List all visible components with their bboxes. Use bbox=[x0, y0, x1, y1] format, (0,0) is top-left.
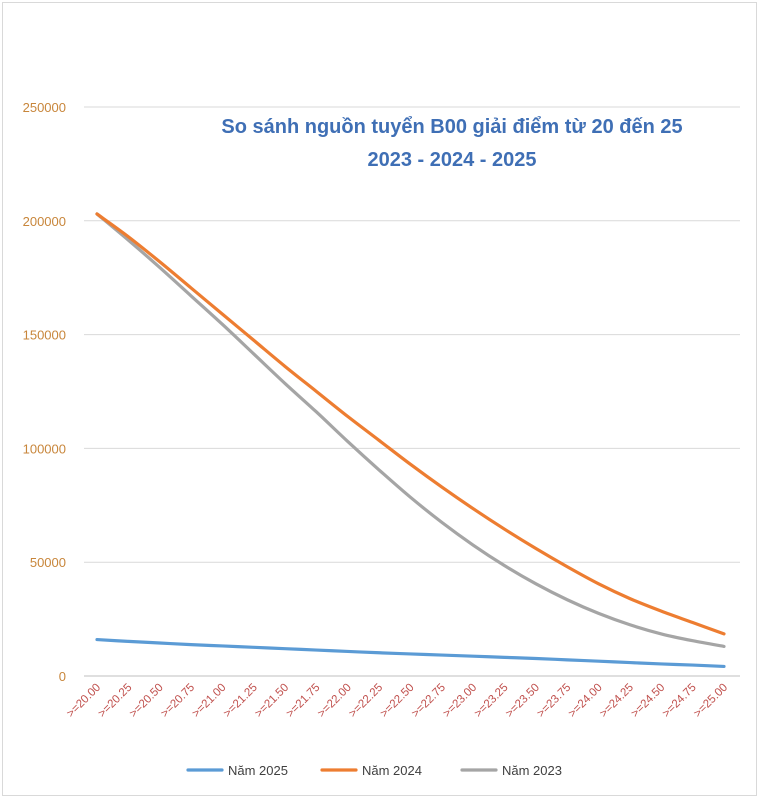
x-tick-label: >=23.00 bbox=[441, 682, 479, 720]
series-line-năm-2023 bbox=[95, 212, 726, 649]
x-tick-label: >=22.00 bbox=[316, 682, 354, 720]
x-tick-label: >=23.25 bbox=[472, 682, 510, 720]
series-line-năm-2025 bbox=[95, 637, 726, 669]
y-tick-label: 50000 bbox=[30, 555, 66, 570]
x-tick-label: >=22.75 bbox=[410, 682, 448, 720]
chart-title-line1: So sánh nguồn tuyển B00 giải điểm từ 20 … bbox=[221, 116, 682, 138]
x-tick-label: >=24.75 bbox=[660, 682, 698, 720]
x-tick-label: >=21.50 bbox=[253, 682, 291, 720]
x-tick-label: >=21.00 bbox=[190, 682, 228, 720]
y-axis-ticks: 0 50000 100000 150000 200000 250000 bbox=[23, 100, 66, 684]
legend-label: Năm 2025 bbox=[228, 763, 288, 778]
x-tick-label: >=21.75 bbox=[284, 682, 322, 720]
x-tick-label: >=20.75 bbox=[159, 682, 197, 720]
legend-label: Năm 2023 bbox=[502, 763, 562, 778]
x-tick-label: >=24.00 bbox=[566, 682, 604, 720]
x-tick-label: >=22.25 bbox=[347, 682, 385, 720]
legend: Năm 2025 Năm 2024 Năm 2023 bbox=[186, 763, 562, 778]
x-tick-label: >=20.25 bbox=[96, 682, 134, 720]
x-tick-label: >=23.75 bbox=[535, 682, 573, 720]
chart-title-line2: 2023 - 2024 - 2025 bbox=[367, 149, 536, 171]
x-axis-ticks: >=20.00>=20.25>=20.50>=20.75>=21.00>=21.… bbox=[65, 682, 730, 720]
y-tick-label: 200000 bbox=[23, 214, 66, 229]
x-tick-label: >=25.00 bbox=[692, 682, 730, 720]
y-tick-label: 250000 bbox=[23, 100, 66, 115]
x-tick-label: >=22.50 bbox=[378, 682, 416, 720]
y-tick-label: 150000 bbox=[23, 328, 66, 343]
x-tick-label: >=20.00 bbox=[65, 682, 103, 720]
y-tick-label: 100000 bbox=[23, 441, 66, 456]
gridlines bbox=[84, 106, 740, 677]
x-tick-label: >=24.50 bbox=[629, 682, 667, 720]
series-lines bbox=[95, 212, 726, 669]
x-tick-label: >=20.50 bbox=[127, 682, 165, 720]
legend-label: Năm 2024 bbox=[362, 763, 422, 778]
x-tick-label: >=21.25 bbox=[222, 682, 260, 720]
x-tick-label: >=23.50 bbox=[504, 682, 542, 720]
y-tick-label: 0 bbox=[59, 669, 66, 684]
series-line-năm-2024 bbox=[95, 212, 726, 636]
x-tick-label: >=24.25 bbox=[598, 682, 636, 720]
